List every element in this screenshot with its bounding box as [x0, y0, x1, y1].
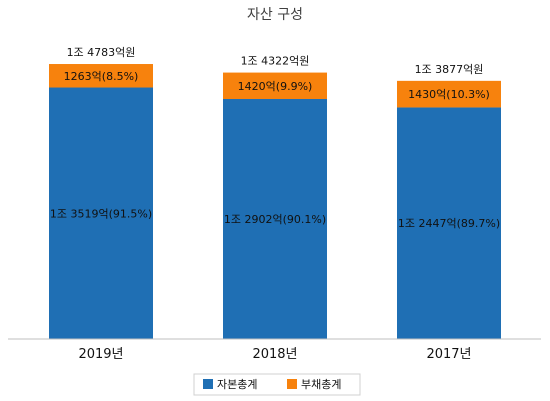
bar-segment-label: 1263억(8.5%) [64, 70, 139, 83]
bar-segment-label: 1조 2447억(89.7%) [398, 217, 500, 230]
x-tick-labels: 2019년 2018년 2017년 [78, 347, 471, 362]
bar-total-label: 1조 4322억원 [241, 55, 310, 68]
bar-segment-label: 1조 2902억(90.1%) [224, 213, 326, 226]
bar-segment-label: 1조 3519억(91.5%) [50, 207, 152, 220]
x-tick-label: 2019년 [78, 347, 123, 362]
x-tick-label: 2017년 [426, 347, 471, 362]
bar-segment-equity [397, 107, 501, 339]
x-tick-label: 2018년 [252, 347, 297, 362]
bar-total-label: 1조 3877억원 [415, 63, 484, 76]
bar-segment-label: 1420억(9.9%) [238, 80, 313, 93]
legend-box [193, 373, 361, 396]
bar-total-label: 1조 4783억원 [67, 46, 136, 59]
chart-title: 자산 구성 [247, 7, 303, 23]
bar-segment-liabilities [397, 80, 501, 108]
bar-segment-equity [49, 87, 153, 340]
bar-segment-equity [223, 98, 327, 339]
bars-group: 1조 3519억(91.5%) 1263억(8.5%) 1조 4783억원 1조 29… [49, 46, 501, 340]
bar-segment-label: 1430억(10.3%) [408, 88, 490, 101]
legend-swatch-equity [203, 379, 213, 389]
bar-segment-liabilities [49, 64, 153, 88]
legend-swatch-liabilities [287, 379, 297, 389]
legend-label: 자본총계 [217, 378, 257, 391]
legend-label: 부채총계 [301, 378, 341, 391]
legend: 자본총계 부채총계 [193, 373, 361, 396]
bar-segment-liabilities [223, 72, 327, 99]
